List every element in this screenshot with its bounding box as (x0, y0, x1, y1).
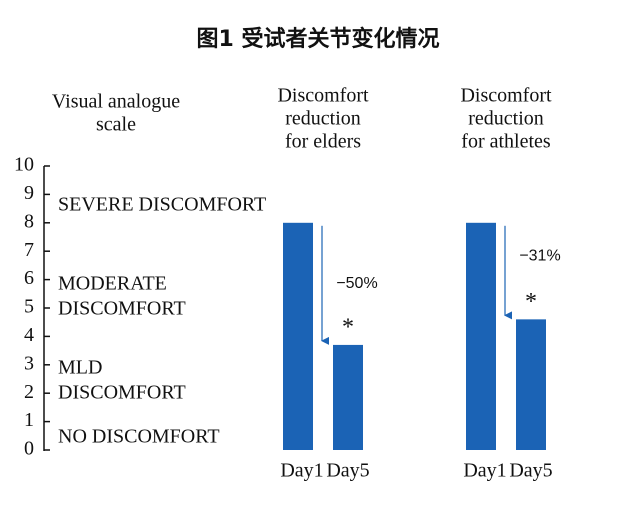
bar (283, 222, 313, 450)
bar (516, 319, 546, 450)
x-tick-label: Day1 (280, 460, 323, 482)
y-tick-label: 4 (24, 324, 34, 346)
level-label: MODERATE (58, 273, 167, 295)
level-label: NO DISCOMFORT (58, 426, 220, 448)
y-tick-label: 10 (14, 154, 34, 176)
y-tick-label: 7 (24, 239, 34, 261)
y-tick-label: 9 (24, 182, 34, 204)
change-label: −31% (519, 247, 560, 264)
chart-title: 图1 受试者关节变化情况 (197, 26, 440, 52)
y-tick-label: 2 (24, 381, 34, 403)
group-title: Discomfort (277, 85, 369, 107)
change-label: −50% (336, 275, 377, 292)
level-label: DISCOMFORT (58, 298, 186, 320)
y-tick-label: 6 (24, 267, 34, 289)
y-tick-label: 5 (24, 296, 34, 318)
bar (333, 344, 363, 450)
x-tick-label: Day5 (509, 460, 552, 482)
level-label: MLD (58, 357, 102, 379)
x-tick-label: Day5 (326, 460, 369, 482)
bar (466, 222, 496, 450)
y-tick-label: 8 (24, 210, 34, 232)
y-tick-label: 0 (24, 438, 34, 460)
group-title: Discomfort (460, 85, 552, 107)
y-tick-label: 1 (24, 409, 34, 431)
significance: * (525, 289, 537, 315)
group-title: reduction (468, 108, 544, 130)
x-tick-label: Day1 (463, 460, 506, 482)
y-tick-label: 3 (24, 352, 34, 374)
group-title: reduction (285, 108, 361, 130)
y-axis-label: scale (96, 114, 136, 136)
level-label: SEVERE DISCOMFORT (58, 194, 266, 216)
group-title: for elders (285, 131, 361, 153)
significance: * (342, 314, 354, 340)
y-axis-label: Visual analogue (52, 91, 180, 113)
level-label: DISCOMFORT (58, 382, 186, 404)
group-title: for athletes (461, 131, 551, 153)
